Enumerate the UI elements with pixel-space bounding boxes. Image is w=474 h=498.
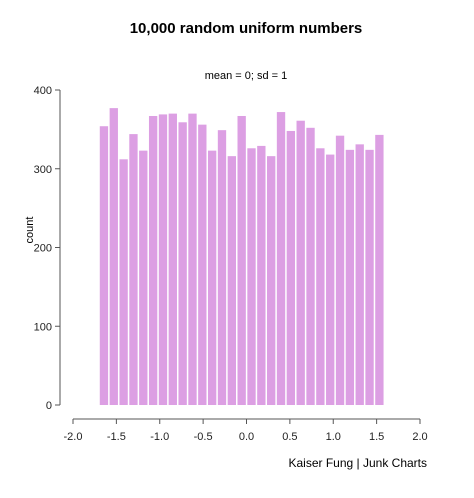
histogram-bar <box>247 148 256 405</box>
y-tick-label: 200 <box>34 243 52 255</box>
histogram-bar <box>365 149 374 405</box>
x-tick-label: 1.5 <box>369 431 384 443</box>
histogram-bar <box>129 134 138 405</box>
chart-title: 10,000 random uniform numbers <box>130 20 363 37</box>
histogram-bar <box>316 148 325 405</box>
histogram-bar <box>296 120 305 406</box>
histogram-bar <box>109 108 118 406</box>
histogram-bar <box>257 145 266 405</box>
histogram-bar <box>335 135 345 406</box>
x-tick-label: -2.0 <box>64 431 83 443</box>
histogram-bar <box>375 134 384 405</box>
histogram-bar <box>217 130 227 405</box>
histogram-bar <box>99 126 109 405</box>
y-tick-label: 0 <box>46 400 52 412</box>
histogram-bar <box>168 113 177 405</box>
x-tick-label: -0.5 <box>194 431 213 443</box>
y-tick-label: 400 <box>34 85 52 97</box>
x-tick-label: -1.5 <box>107 431 126 443</box>
x-tick-label: 2.0 <box>412 431 427 443</box>
histogram-bar <box>227 156 236 405</box>
y-axis-title: count <box>24 217 36 244</box>
histogram-bar <box>198 124 207 406</box>
y-tick-label: 300 <box>34 164 52 176</box>
x-tick-label: 0.5 <box>282 431 297 443</box>
chart-subtitle: mean = 0; sd = 1 <box>205 70 288 82</box>
histogram-bar <box>306 127 315 406</box>
histogram-bar <box>345 149 355 405</box>
histogram-bar <box>178 122 187 405</box>
histogram-bar <box>158 114 168 405</box>
credit-text: Kaiser Fung | Junk Charts <box>288 456 427 470</box>
y-tick-label: 100 <box>34 321 52 333</box>
histogram-bar <box>119 159 128 405</box>
histogram-bar <box>237 115 246 406</box>
y-axis-ticks: 0 100 200 300 400 <box>34 85 60 412</box>
x-tick-label: -1.0 <box>150 431 169 443</box>
histogram-bar <box>188 113 197 405</box>
histogram-bar <box>139 150 148 405</box>
x-tick-label: 0.0 <box>239 431 254 443</box>
histogram-bar <box>276 112 286 406</box>
histogram-bar <box>148 115 158 406</box>
histogram-bar <box>267 156 276 405</box>
x-axis-ticks: -2.0 -1.5 -1.0 -0.5 0.0 0.5 1.0 1.5 2.0 <box>64 419 428 443</box>
histogram-bar <box>286 130 296 405</box>
histogram-bars <box>99 108 384 406</box>
histogram-bar <box>207 150 217 405</box>
x-tick-label: 1.0 <box>326 431 341 443</box>
histogram-bar <box>355 144 364 405</box>
histogram-bar <box>326 154 335 405</box>
